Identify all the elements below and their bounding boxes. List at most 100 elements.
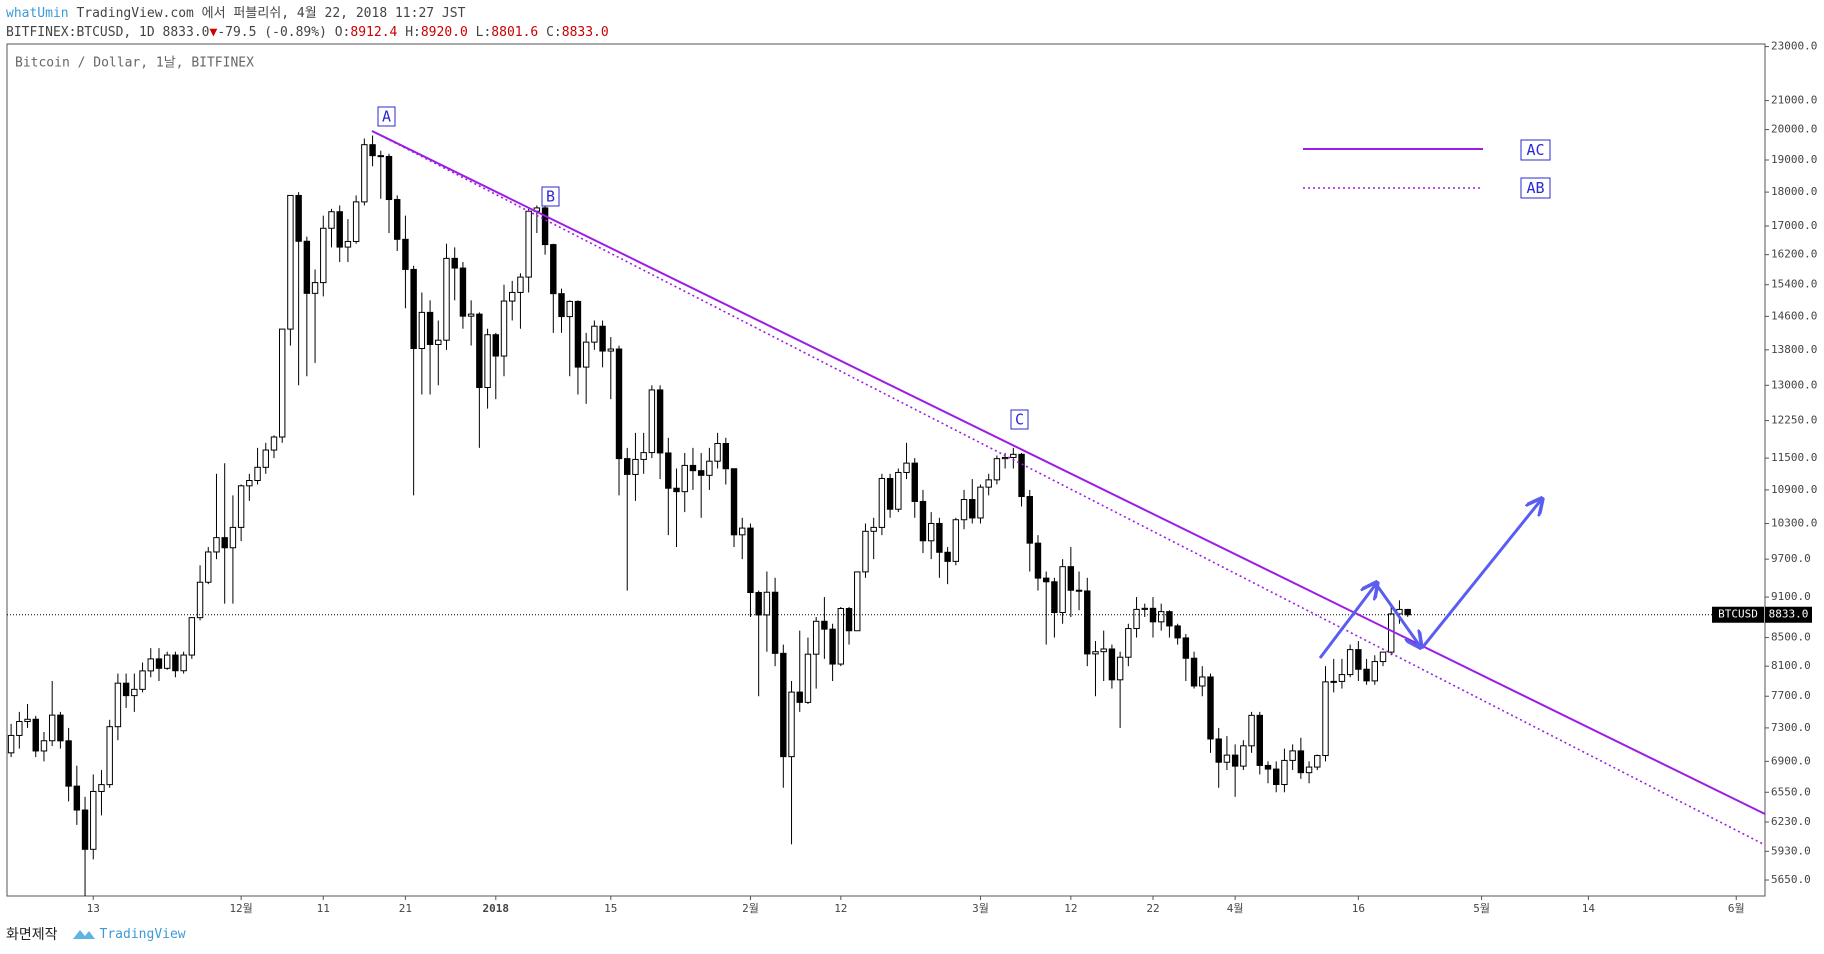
candle-body [624, 458, 631, 475]
candle-body [1322, 681, 1329, 757]
candle-body [500, 300, 508, 357]
candle-body [1026, 496, 1033, 544]
candle-body [1010, 453, 1017, 458]
candle-body [311, 282, 319, 294]
candle-body [747, 527, 754, 594]
candle-body [188, 617, 196, 656]
candle-body [352, 201, 360, 242]
y-tick-label: 19000.0 [1771, 153, 1817, 166]
x-tick-label: 16 [1352, 902, 1365, 915]
candle-body [377, 155, 384, 158]
candle-body [435, 339, 442, 345]
candle-body [295, 194, 302, 242]
candle-body [944, 551, 951, 562]
x-tick-label: 5월 [1473, 902, 1490, 915]
candle-body [541, 207, 549, 246]
candle-body [1338, 674, 1346, 682]
candle-body [303, 240, 311, 294]
label-box [1520, 177, 1551, 199]
candle-body [1059, 566, 1066, 614]
last-price-name: BTCUSD [1718, 608, 1758, 621]
candle-body [1240, 745, 1247, 767]
candle-body [1149, 607, 1157, 623]
candle-body [1355, 649, 1362, 670]
candle-body [1371, 661, 1379, 682]
candle-body [24, 718, 31, 723]
candle-body [328, 211, 335, 229]
y-tick-label: 13800.0 [1771, 343, 1817, 356]
candle-body [426, 311, 434, 345]
x-tick-label: 11 [317, 902, 330, 915]
candle-body [550, 244, 557, 295]
candle-body [969, 499, 976, 519]
candle-body [451, 257, 458, 269]
candle-body [517, 276, 524, 293]
candle-body [730, 468, 738, 536]
candle-body [180, 654, 187, 672]
candle-body [1084, 590, 1091, 655]
candle-body [1297, 750, 1305, 774]
candle-body [804, 653, 812, 703]
candle-body [1388, 613, 1395, 653]
candle-body [344, 240, 352, 248]
candle-body [755, 592, 762, 616]
candle-body [1116, 656, 1124, 681]
candle-body [796, 691, 803, 703]
candle-body [459, 267, 467, 317]
candle-body [131, 688, 138, 697]
candle-body [1363, 668, 1370, 682]
candle-body [689, 464, 697, 472]
x-tick-label: 14 [1582, 902, 1596, 915]
point-label: A [382, 108, 391, 126]
line-label: AB [1526, 179, 1544, 197]
candle-body [1199, 676, 1206, 687]
candle-body [229, 526, 237, 549]
candle-body [870, 526, 877, 532]
candle-body [582, 341, 590, 368]
candle-body [903, 462, 910, 473]
candle-body [1166, 611, 1173, 627]
candle-body [525, 210, 532, 278]
candle-body [48, 714, 56, 742]
candle-body [1314, 755, 1321, 768]
label-box [1010, 409, 1029, 430]
candle-body [172, 654, 179, 672]
drawings: A B C AC AB [371, 106, 1766, 846]
ohlc-c: 8833.0 [561, 25, 609, 40]
y-tick-label: 8500.0 [1771, 631, 1811, 644]
candle-body [854, 571, 861, 632]
candle-body [106, 726, 113, 786]
ohlc-h: 8920.0 [420, 25, 468, 40]
candle-body [919, 500, 927, 542]
change: -79.5 (-0.89%) [217, 25, 327, 40]
point-label: C [1015, 411, 1024, 429]
symbol-line: BITFINEX:BTCUSD, 1D 8833.0▼-79.5 (-0.89%… [6, 23, 609, 42]
publish-line: whatUmin TradingView.com 에서 퍼블리쉬, 4월 22,… [6, 4, 609, 23]
candle-body [927, 522, 935, 542]
candle-body [952, 519, 960, 562]
x-tick-label: 2월 [742, 902, 759, 915]
candle-body [1248, 714, 1255, 747]
y-tick-label: 20000.0 [1771, 123, 1817, 136]
candle-body [722, 443, 730, 470]
candle-body [1100, 648, 1107, 653]
candle-body [1281, 759, 1288, 786]
candle-body [697, 470, 705, 476]
last-price-label: 8833.0 [1769, 608, 1809, 621]
x-tick-label: 4월 [1227, 902, 1244, 915]
candle-body [262, 449, 269, 468]
candle-body [1264, 764, 1272, 770]
label-box [541, 186, 560, 207]
ohlc-o-label: O: [334, 25, 351, 40]
candle-body [1141, 607, 1148, 610]
candle-body [1182, 637, 1190, 659]
candle-body [763, 591, 771, 616]
candle-body [476, 313, 483, 389]
candle-body [977, 486, 984, 519]
x-tick-label: 12 [834, 902, 847, 915]
candle-body [665, 452, 672, 489]
x-tick-label: 15 [604, 902, 617, 915]
candle-body [361, 144, 368, 203]
candle-body [656, 389, 664, 454]
